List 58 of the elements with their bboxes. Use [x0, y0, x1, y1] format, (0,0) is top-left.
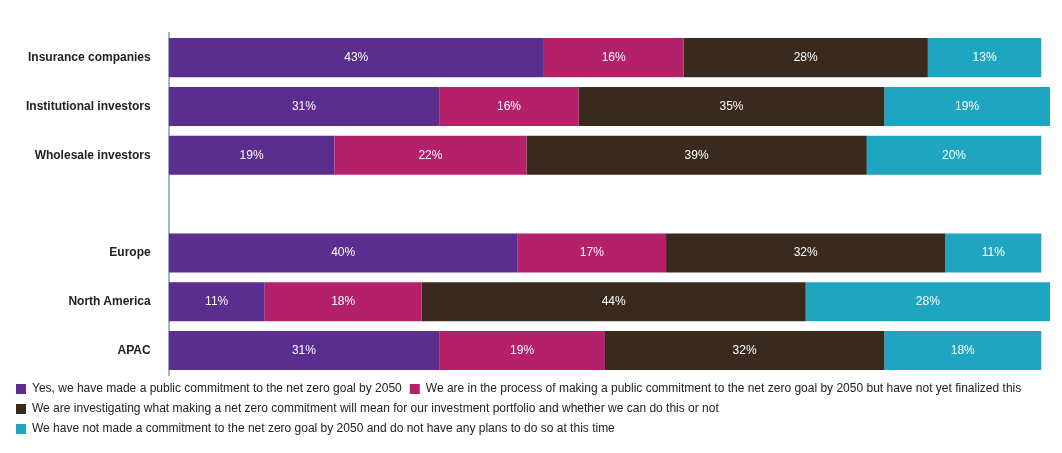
bar: [543, 38, 684, 78]
bar: [168, 331, 440, 371]
bar: [526, 135, 867, 175]
bar: [334, 135, 527, 175]
bar: [805, 282, 1050, 322]
data-label: 19%: [510, 342, 535, 357]
y-tick-label: Insurance companies: [27, 49, 151, 64]
bar: [666, 233, 946, 273]
data-label: 28%: [793, 49, 819, 64]
bar: [168, 86, 440, 126]
data-label: 17%: [579, 245, 605, 260]
data-label: 35%: [719, 98, 744, 113]
bar: [866, 135, 1042, 175]
bar: [168, 282, 265, 322]
bar: [439, 331, 605, 371]
legend-label: We are investigating what making a net zero commitment will mean for our investment portfolio and whether we can do this or not: [32, 401, 720, 416]
bar: [945, 233, 1042, 273]
data-label: 22%: [418, 147, 443, 162]
bar: [604, 331, 885, 371]
data-label: 32%: [732, 342, 757, 357]
bar: [264, 282, 422, 322]
y-tick-label: APAC: [117, 342, 151, 357]
data-label: 40%: [331, 245, 356, 260]
y-tick-label: North America: [68, 294, 151, 309]
bar: [884, 331, 1042, 371]
data-label: 32%: [793, 245, 819, 260]
data-label: 18%: [950, 342, 976, 357]
y-tick-label: Wholesale investors: [34, 147, 151, 162]
bar: [927, 38, 1042, 78]
data-label: 11%: [981, 245, 1006, 260]
bar: [884, 86, 1050, 126]
data-label: 39%: [684, 147, 709, 162]
legend-label: Yes, we have made a public commitment to the net zero goal by 2050: [32, 381, 403, 396]
data-label: 31%: [291, 98, 317, 113]
legend-label: We are in the process of making a public commitment to the net zero goal by 2050 but have not yet finalized this: [425, 381, 1022, 396]
data-label: 43%: [344, 49, 369, 64]
bar: [168, 38, 544, 78]
data-label: 16%: [601, 49, 627, 64]
bar: [439, 86, 579, 126]
bar: [517, 233, 667, 273]
bar: [578, 86, 885, 126]
bar: [683, 38, 928, 78]
legend-label: We have not made a commitment to the net zero goal by 2050 and do not have any plans to do so at this time: [32, 421, 616, 436]
data-label: 44%: [601, 294, 627, 309]
y-tick-label: Institutional investors: [25, 98, 151, 113]
data-label: 20%: [942, 147, 967, 162]
data-label: 28%: [915, 294, 941, 309]
data-label: 19%: [239, 147, 264, 162]
data-label: 19%: [955, 98, 980, 113]
data-label: 13%: [972, 49, 997, 64]
bar: [421, 282, 806, 322]
bar: [168, 135, 335, 175]
data-label: 16%: [496, 98, 522, 113]
y-tick-label: Europe: [109, 245, 151, 260]
data-label: 18%: [331, 294, 356, 309]
data-label: 11%: [205, 294, 229, 309]
bar: [168, 233, 518, 273]
data-label: 31%: [291, 342, 317, 357]
